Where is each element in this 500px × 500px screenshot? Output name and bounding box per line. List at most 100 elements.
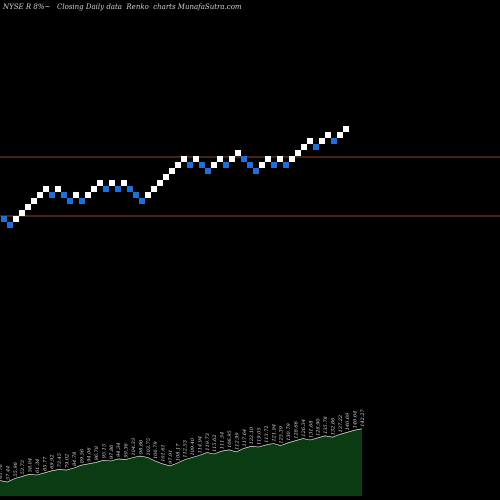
renko-down-brick [223, 162, 229, 168]
renko-up-brick [259, 162, 265, 168]
volume-label: 137.22 [338, 415, 344, 433]
renko-up-brick [13, 216, 19, 222]
renko-down-brick [139, 198, 145, 204]
renko-up-brick [229, 156, 235, 162]
volume-label: 108.17 [175, 443, 181, 461]
volume-label: 106.79 [153, 441, 159, 459]
renko-up-brick [325, 132, 331, 138]
volume-label: 55.98 [13, 462, 19, 476]
volume-label: 95.13 [101, 444, 107, 458]
volume-label: 119.05 [257, 428, 263, 446]
renko-down-brick [205, 168, 211, 174]
renko-up-brick [211, 162, 217, 168]
volume-label: 135.78 [323, 416, 329, 434]
renko-down-brick [247, 162, 253, 168]
volume-label: 128.66 [294, 420, 300, 438]
volume-label: 99.36 [124, 442, 130, 457]
renko-up-brick [175, 162, 181, 168]
renko-down-brick [241, 156, 247, 162]
renko-down-brick [199, 162, 205, 168]
renko-down-brick [313, 144, 319, 150]
renko-down-brick [127, 186, 133, 192]
volume-label: 103.75 [146, 438, 152, 456]
renko-up-brick [97, 180, 103, 186]
volume-label: 140.69 [345, 412, 351, 430]
renko-down-brick [79, 198, 85, 204]
renko-down-brick [187, 162, 193, 168]
volume-label: 131.68 [308, 421, 314, 439]
volume-label: 119.73 [205, 433, 211, 451]
renko-up-brick [55, 186, 61, 192]
volume-label: 115.62 [212, 435, 218, 453]
renko-up-brick [85, 192, 91, 198]
volume-label: 101.61 [161, 444, 167, 462]
renko-up-brick [43, 186, 49, 192]
renko-up-brick [343, 126, 349, 132]
renko-up-brick [121, 180, 127, 186]
renko-down-brick [103, 186, 109, 192]
volume-label: 97.91 [168, 450, 174, 464]
volume-label: 125.39 [279, 425, 285, 443]
renko-up-brick [145, 192, 151, 198]
volume-label: 61.76 [0, 463, 4, 478]
volume-label: 98.86 [138, 439, 144, 454]
volume-area [0, 428, 362, 496]
volume-label: 57.44 [5, 466, 11, 480]
renko-up-brick [337, 132, 343, 138]
renko-up-brick [19, 210, 25, 216]
volume-label: 96.78 [94, 446, 100, 460]
renko-down-brick [253, 168, 259, 174]
volume-label: 61.34 [35, 459, 41, 473]
renko-up-brick [181, 156, 187, 162]
volume-label: 79.02 [65, 454, 71, 468]
volume-label: 73.45 [57, 453, 63, 467]
renko-up-brick [31, 198, 37, 204]
renko-up-brick [235, 150, 241, 156]
volume-label: 113.72 [264, 425, 270, 443]
volume-label: 132.86 [330, 417, 336, 435]
renko-down-brick [61, 192, 67, 198]
volume-label: 111.54 [220, 432, 226, 450]
volume-label: 53.73 [20, 460, 26, 474]
renko-up-brick [265, 156, 271, 162]
volume-line [0, 428, 363, 483]
renko-up-brick [157, 180, 163, 186]
volume-label: 112.99 [234, 432, 240, 450]
renko-up-brick [301, 144, 307, 150]
renko-up-brick [277, 156, 283, 162]
renko-down-brick [271, 162, 277, 168]
volume-label: 94.34 [116, 443, 122, 457]
renko-up-brick [25, 204, 31, 210]
renko-up-brick [169, 168, 175, 174]
renko-up-brick [163, 174, 169, 180]
volume-label: 128.90 [316, 418, 322, 436]
volume-label: 65.77 [42, 456, 48, 471]
renko-down-brick [331, 138, 337, 144]
renko-down-brick [7, 222, 13, 228]
volume-label: 146.64 [353, 411, 359, 429]
volume-label: 142.27 [360, 408, 366, 426]
renko-up-brick [217, 156, 223, 162]
renko-up-brick [151, 186, 157, 192]
volume-label: 130.79 [286, 422, 292, 440]
volume-label: 106.95 [227, 430, 233, 448]
volume-label: 97.86 [109, 444, 115, 459]
volume-label: 94.06 [87, 447, 93, 462]
renko-up-brick [307, 138, 313, 144]
renko-up-brick [319, 138, 325, 144]
volume-label: 69.92 [50, 454, 56, 468]
renko-up-brick [193, 156, 199, 162]
renko-down-brick [283, 162, 289, 168]
renko-up-brick [91, 186, 97, 192]
volume-label: 117.64 [242, 429, 248, 447]
volume-label: 122.10 [249, 426, 255, 444]
renko-up-brick [109, 180, 115, 186]
chart-title: NYSE R 8%~ Closing Daily data Renko char… [3, 3, 242, 11]
renko-down-brick [1, 216, 7, 222]
renko-up-brick [73, 192, 79, 198]
volume-label: 58.04 [28, 458, 34, 472]
renko-down-brick [67, 198, 73, 204]
volume-label: 89.56 [79, 448, 85, 463]
renko-up-brick [295, 150, 301, 156]
